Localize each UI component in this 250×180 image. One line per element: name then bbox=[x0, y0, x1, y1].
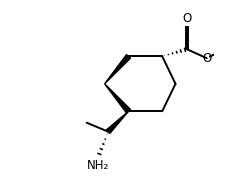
Text: NH₂: NH₂ bbox=[87, 159, 110, 172]
Text: O: O bbox=[203, 52, 212, 65]
Text: O: O bbox=[182, 12, 192, 25]
Polygon shape bbox=[106, 111, 128, 133]
Polygon shape bbox=[104, 84, 130, 113]
Polygon shape bbox=[104, 55, 130, 84]
